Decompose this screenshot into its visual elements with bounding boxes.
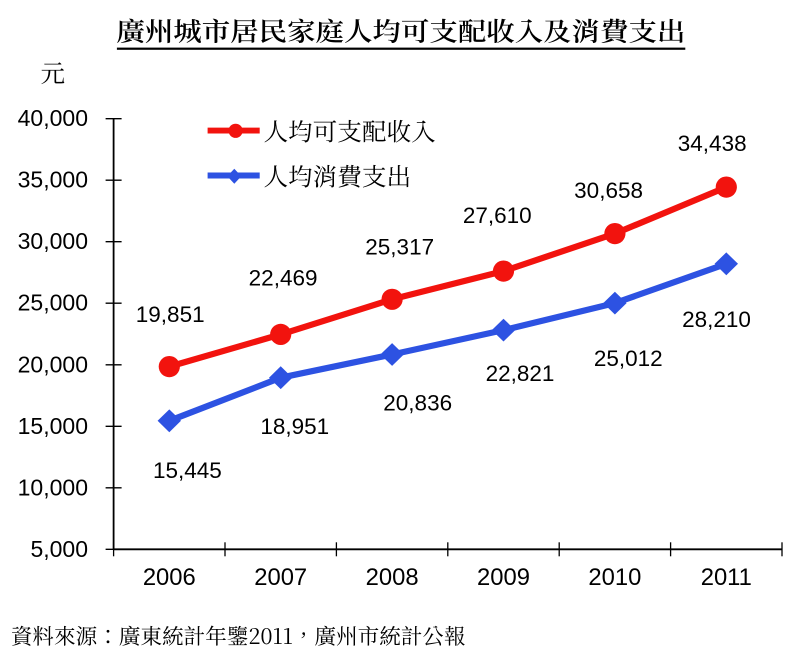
svg-text:19,851: 19,851: [136, 302, 205, 327]
svg-text:25,012: 25,012: [594, 346, 663, 371]
svg-text:2007: 2007: [254, 564, 307, 591]
svg-text:20,000: 20,000: [18, 351, 88, 377]
svg-text:2009: 2009: [477, 564, 530, 591]
svg-text:34,438: 34,438: [678, 131, 747, 156]
svg-text:10,000: 10,000: [18, 474, 88, 500]
svg-text:30,000: 30,000: [18, 228, 88, 254]
svg-text:25,000: 25,000: [18, 290, 88, 316]
svg-text:22,821: 22,821: [486, 361, 555, 386]
svg-text:15,000: 15,000: [18, 413, 88, 439]
svg-text:18,951: 18,951: [260, 414, 329, 439]
svg-text:5,000: 5,000: [30, 536, 88, 562]
svg-text:15,445: 15,445: [153, 458, 222, 483]
svg-text:2011: 2011: [701, 564, 752, 591]
svg-text:20,836: 20,836: [383, 391, 452, 416]
svg-text:25,317: 25,317: [365, 235, 434, 260]
svg-text:28,210: 28,210: [682, 307, 751, 332]
svg-text:27,610: 27,610: [463, 203, 532, 228]
svg-text:22,469: 22,469: [249, 266, 318, 291]
svg-text:30,658: 30,658: [574, 178, 643, 203]
svg-text:40,000: 40,000: [18, 105, 88, 131]
svg-text:2010: 2010: [588, 564, 641, 591]
svg-text:2008: 2008: [366, 564, 419, 591]
svg-text:2006: 2006: [143, 564, 196, 591]
svg-text:35,000: 35,000: [18, 167, 88, 193]
